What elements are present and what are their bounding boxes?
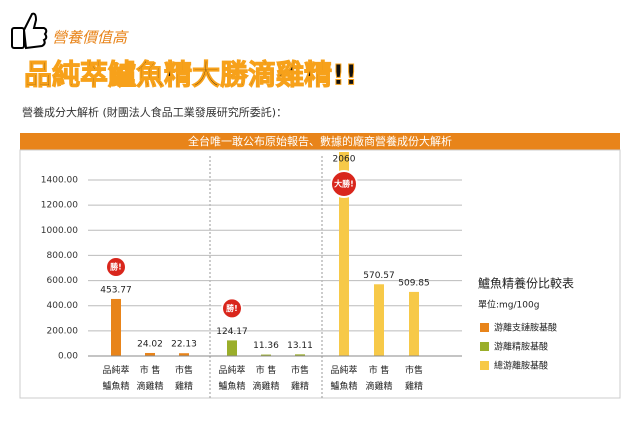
x-tick-label: 市 售滴雞精 [136,364,163,392]
value-label: 22.13 [171,340,197,350]
legend-swatch [480,361,489,370]
x-tick-label: 品純萃鱸魚精 [218,364,245,392]
headline: 品純萃鱸魚精大勝滴雞精!! [24,58,358,91]
badge-label: 勝! [226,303,238,313]
y-tick-label: 1400.00 [41,176,78,186]
legend-title: 鱸魚精養份比較表 [478,276,574,291]
legend-label: 總游離胺基酸 [494,360,548,372]
plot-area [111,152,419,357]
badge-label: 大勝! [334,179,354,189]
bar [261,354,271,356]
subtitle: 營養成分大解析 (財團法人食品工業發展研究所委託)： [22,105,287,119]
value-label: 124.17 [216,327,248,337]
legend-swatch [480,323,489,332]
x-tick-label: 市 售滴雞精 [365,364,392,392]
chart-title: 全台唯一敢公布原始報告、數據的廠商營養成份大解析 [188,134,452,148]
badge [105,255,127,278]
thumb-icon [11,12,48,50]
unit: 單位:mg/100g [478,299,539,311]
legend-swatch [480,342,489,351]
value-label: 570.57 [363,271,395,281]
value-label: 2060 [333,155,356,165]
value-label: 13.11 [287,341,313,351]
y-tick-label: 1200.00 [41,201,78,211]
value-label: 24.02 [137,339,163,349]
x-tick-label: 品純萃鱸魚精 [330,364,357,392]
x-tick-label: 市售雞精 [405,364,423,392]
bar [227,340,237,356]
badge [221,297,243,320]
tag: 營養價值高 [52,29,129,47]
badge [330,170,358,198]
bar [374,284,384,356]
banner [20,133,620,150]
x-tick-label: 市 售滴雞精 [252,364,279,392]
y-tick-label: 0.00 [58,352,78,362]
y-tick-label: 800.00 [47,251,79,261]
x-tick-label: 市售雞精 [291,364,309,392]
y-tick-label: 200.00 [47,326,79,336]
value-label: 509.85 [398,278,430,288]
bar [111,298,121,356]
bar [145,352,155,356]
x-tick-label: 品純萃鱸魚精 [102,364,129,392]
y-tick-label: 1000.00 [41,226,78,236]
badge-label: 勝! [110,261,122,271]
chart-frame [19,149,621,399]
y-tick-label: 600.00 [47,276,79,286]
value-label: 453.77 [100,285,132,295]
bar [295,354,305,356]
bar [339,152,349,357]
legend-label: 游離支鏈胺基酸 [494,322,557,334]
bar [179,353,189,356]
legend-label: 游離精胺基酸 [494,341,548,353]
bar [409,291,419,356]
value-label: 11.36 [253,341,279,351]
y-tick-label: 400.00 [47,301,79,311]
x-tick-label: 市售雞精 [175,364,193,392]
